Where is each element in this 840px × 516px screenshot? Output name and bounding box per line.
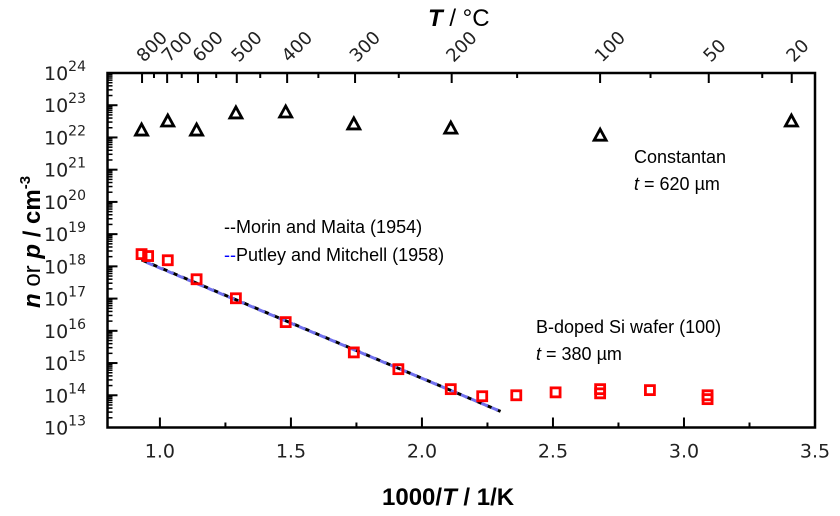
top-tick-label: 100: [591, 27, 630, 66]
si-point: [279, 316, 292, 329]
constantan-point: [277, 103, 295, 119]
x-tick-label: 1.5: [276, 441, 306, 463]
y-tick-label: 1018: [44, 252, 86, 278]
top-tick-label: 700: [158, 27, 197, 66]
si-point: [161, 254, 174, 267]
top-tick-label: 300: [346, 27, 385, 66]
y-tick-label: 1023: [44, 91, 86, 117]
top-axis-title: T / °C: [428, 5, 490, 32]
annotation-constantan-name: Constantan: [634, 147, 726, 167]
fit-line-putley-and-mitchell-1958-: [146, 261, 502, 413]
constantan-point: [345, 114, 363, 131]
si-point: [142, 250, 155, 262]
y-tick-label: 1022: [44, 123, 86, 149]
constantan-point: [591, 126, 609, 142]
fit-line-morin-and-maita-1954-: [140, 258, 502, 413]
axes: [106, 71, 817, 429]
y-tick-label: 1024: [44, 59, 86, 85]
top-tick-label: 20: [782, 35, 813, 66]
data-markers: [133, 103, 800, 406]
si-point: [701, 393, 714, 406]
y-tick-label: 1019: [44, 220, 86, 246]
y-tick-label: 1015: [44, 349, 86, 375]
constantan-point: [159, 112, 177, 128]
si-point: [347, 346, 360, 359]
top-tick-label: 500: [227, 27, 266, 66]
constantan-point: [783, 112, 800, 128]
constantan-point: [442, 119, 460, 135]
y-tick-label: 1017: [44, 285, 86, 311]
top-tick-label: 600: [189, 27, 228, 66]
annotation-si-name: B-doped Si wafer (100): [536, 317, 721, 337]
si-point: [190, 273, 203, 286]
x-tick-label: 3.0: [669, 441, 699, 463]
legend-entry-putley: --Putley and Mitchell (1958): [224, 245, 444, 265]
si-point: [510, 389, 523, 402]
y-axis-title: n or p / cm-3: [17, 176, 46, 308]
top-tick-label: 200: [442, 27, 481, 66]
constantan-point: [188, 121, 205, 137]
fit-lines: [140, 258, 502, 413]
y-tick-label: 1014: [44, 381, 86, 407]
top-tick-label: 50: [699, 35, 730, 66]
si-point: [444, 383, 457, 396]
y-tick-label: 1013: [44, 414, 86, 440]
constantan-point: [133, 121, 150, 137]
si-point: [594, 387, 607, 400]
y-tick-label: 1021: [44, 156, 86, 182]
y-tick-label: 1020: [44, 188, 86, 214]
x-tick-label: 2.5: [538, 441, 568, 463]
annotation-si-thickness: t = 380 µm: [536, 344, 622, 364]
si-point: [229, 292, 242, 305]
y-tick-label: 1016: [44, 317, 86, 343]
x-tick-label: 3.5: [800, 441, 830, 463]
si-point: [392, 363, 405, 376]
si-point: [644, 384, 656, 397]
top-tick-label: 400: [278, 27, 317, 66]
si-point: [549, 386, 562, 399]
annotation-constantan-thickness: t = 620 µm: [634, 174, 720, 194]
legend-entry-morin: --Morin and Maita (1954): [224, 217, 422, 237]
si-point: [476, 390, 489, 403]
x-tick-label: 1.0: [145, 441, 175, 463]
plot-frame: [106, 71, 817, 429]
si-point: [135, 248, 148, 261]
constantan-point: [227, 104, 245, 120]
x-tick-label: 2.0: [407, 441, 437, 463]
x-axis-title: 1000/T / 1/K: [382, 484, 515, 511]
